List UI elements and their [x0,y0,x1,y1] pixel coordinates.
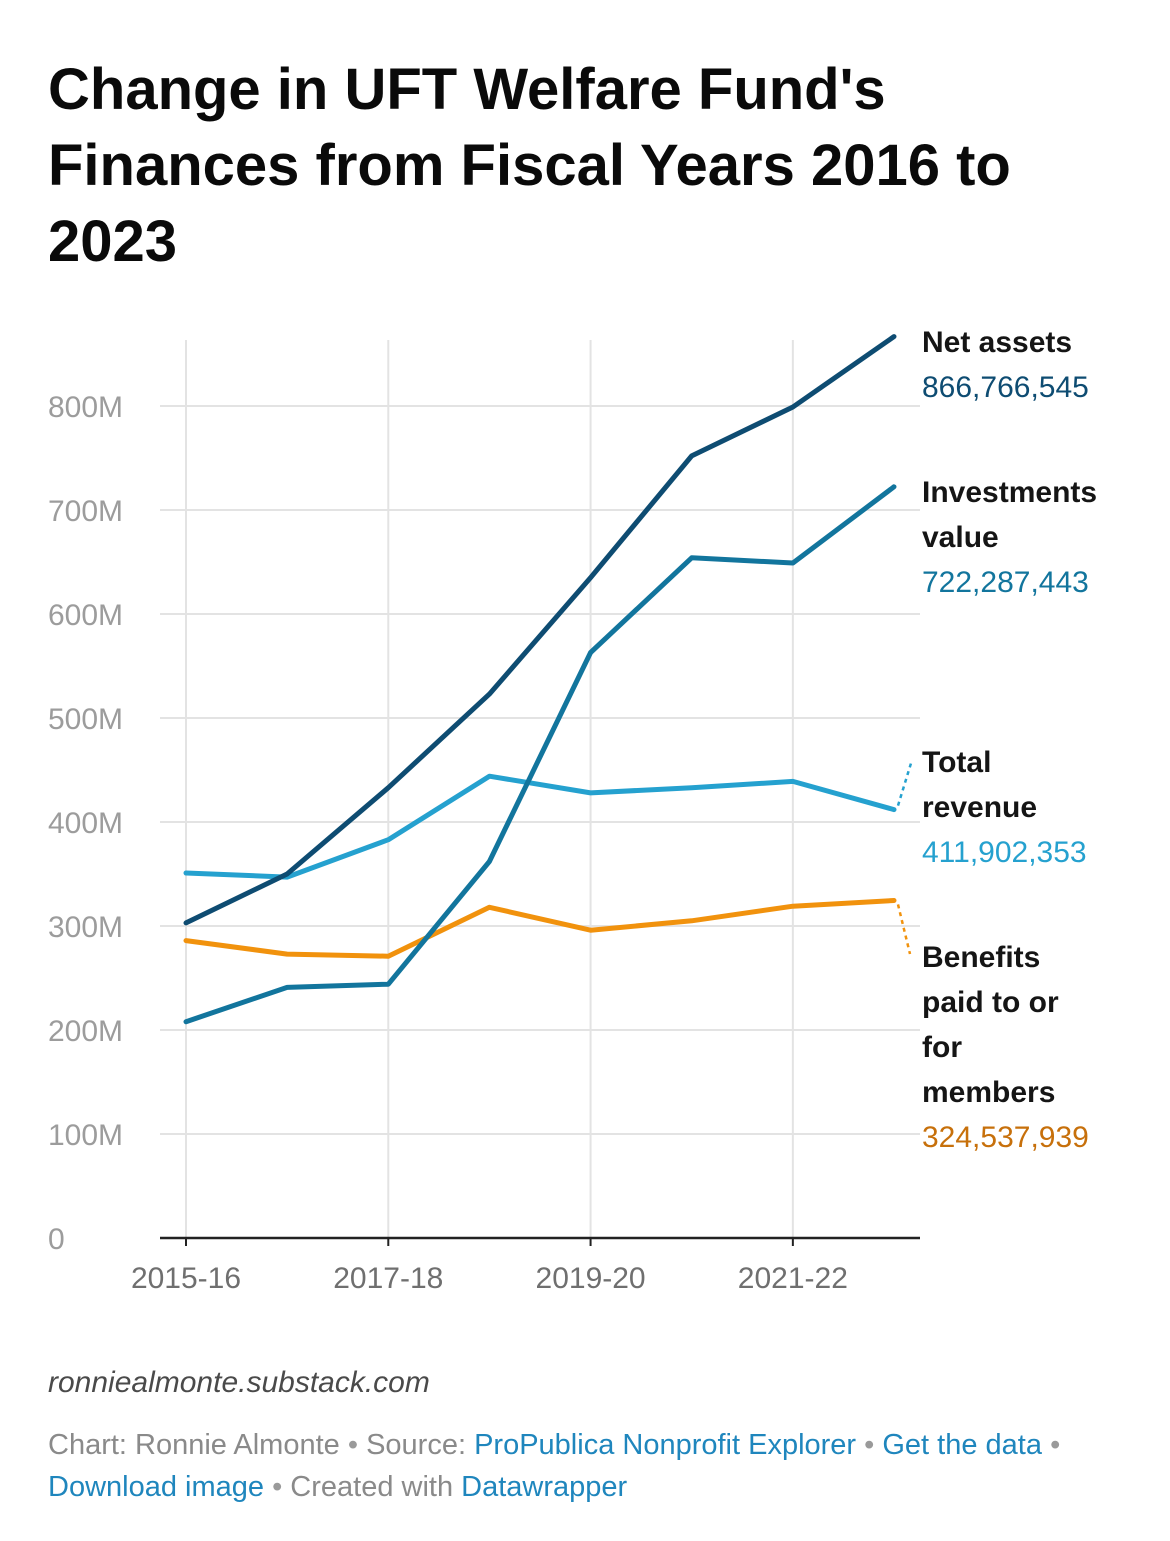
chart-notes: Chart: Ronnie Almonte • Source: ProPubli… [48,1424,1128,1508]
series-label: Net assets [922,326,1072,359]
get-data-link[interactable]: Get the data [882,1429,1042,1461]
series-end-value: 722,287,443 [922,566,1089,599]
byline: ronniealmonte.substack.com [48,1366,430,1399]
x-tick-label: 2017-18 [333,1262,443,1295]
source-label: Source: [366,1429,467,1461]
series-line-benefits [183,898,897,959]
download-image-link[interactable]: Download image [48,1471,265,1503]
y-tick-label: 0 [48,1223,65,1256]
y-tick-label: 400M [48,807,123,840]
y-tick-label: 800M [48,391,123,424]
chart-title: Change in UFT Welfare Fund's Finances fr… [48,57,1011,274]
source-link[interactable]: ProPublica Nonprofit Explorer [474,1429,857,1461]
y-tick-label: 100M [48,1119,123,1152]
series-label: Benefits [922,941,1040,974]
y-tick-label: 300M [48,911,123,944]
series-label: Total [922,746,991,779]
series-label: value [922,521,999,554]
credit-text: Chart: Ronnie Almonte [48,1429,340,1461]
series-end-value: 324,537,939 [922,1121,1089,1154]
x-tick-label: 2015-16 [131,1262,241,1295]
y-tick-label: 700M [48,495,123,528]
datawrapper-link[interactable]: Datawrapper [461,1471,628,1503]
x-tick-label: 2019-20 [536,1262,646,1295]
line-chart: 0 100M 200M 300M 400M 500M 600M 700M 800M 2015-16… [48,326,1097,1295]
series-label: revenue [922,791,1037,824]
y-tick-label: 500M [48,703,123,736]
series-label: for [922,1031,962,1064]
series-label: members [922,1076,1055,1109]
x-tick-label: 2021-22 [738,1262,848,1295]
created-with-text: Created with [290,1471,454,1503]
series-label: Investments [922,476,1097,509]
series-end-value: 411,902,353 [922,836,1087,869]
separator: • [272,1471,283,1503]
separator: • [1050,1429,1061,1461]
leader-line-revenue [896,759,914,806]
series-line-revenue [183,773,897,880]
series-line-net_assets [183,334,897,926]
series-end-value: 866,766,545 [922,371,1089,404]
y-tick-label: 200M [48,1015,123,1048]
series-label: paid to or [922,986,1059,1019]
separator: • [864,1429,875,1461]
series-line-investments [183,484,897,1025]
y-tick-label: 600M [48,599,123,632]
separator: • [347,1429,358,1461]
leader-line-benefits [896,904,912,955]
